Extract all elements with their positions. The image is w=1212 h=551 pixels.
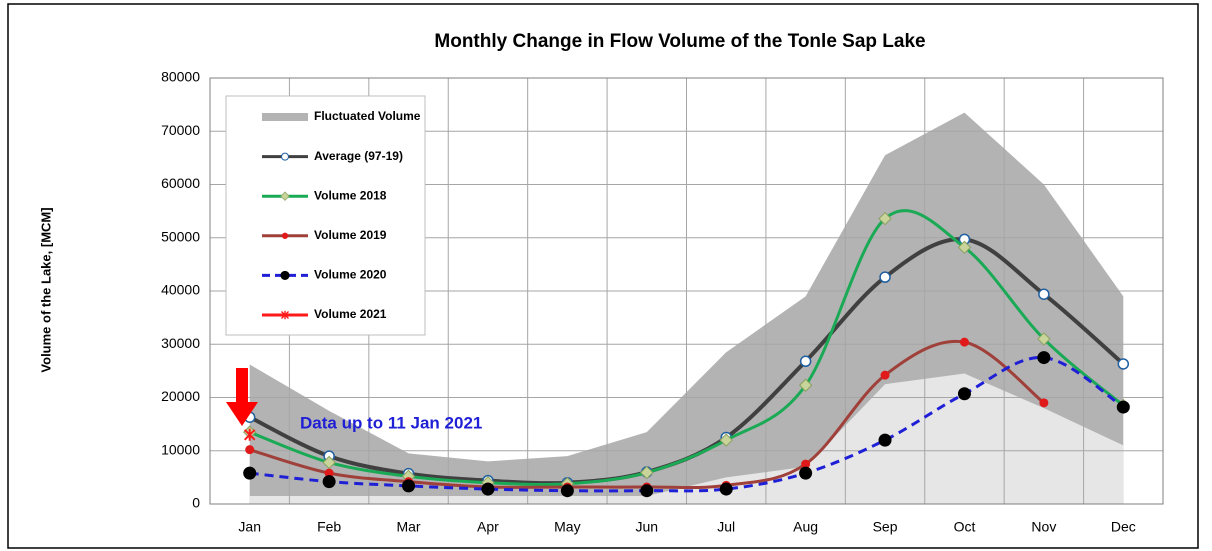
legend-label: Volume 2021 xyxy=(314,307,387,321)
marker xyxy=(878,211,892,226)
y-tick-label: 40000 xyxy=(161,282,200,298)
marker xyxy=(798,378,813,392)
x-tick-label: Sep xyxy=(873,519,898,535)
marker xyxy=(719,433,733,447)
x-tick-label: Mar xyxy=(396,519,420,535)
x-tick-label: Aug xyxy=(793,519,818,535)
annotation: Data up to 11 Jan 2021 xyxy=(300,413,482,432)
marker xyxy=(640,484,654,498)
marker xyxy=(322,455,336,470)
legend-box xyxy=(225,95,426,336)
series-line xyxy=(249,356,1125,493)
marker xyxy=(324,468,334,478)
y-tick-label: 0 xyxy=(192,495,200,511)
arrow xyxy=(226,368,258,426)
marker xyxy=(481,482,495,496)
marker xyxy=(640,465,654,480)
y-tick-label: 60000 xyxy=(161,175,200,191)
legend-label: Average (97-19) xyxy=(314,149,403,163)
marker xyxy=(957,387,971,401)
y-tick-label: 30000 xyxy=(161,335,200,351)
legend-label: Fluctuated Volume xyxy=(314,109,421,123)
x-tick-label: Nov xyxy=(1031,519,1056,535)
marker xyxy=(1037,351,1051,365)
x-tick-label: Jan xyxy=(238,519,261,535)
marker xyxy=(280,152,290,161)
band-area xyxy=(249,373,1124,504)
x-tick-label: Apr xyxy=(477,519,499,535)
marker xyxy=(1038,288,1050,300)
y-tick-label: 10000 xyxy=(161,441,200,457)
marker xyxy=(719,482,733,496)
y-tick-label: 70000 xyxy=(161,122,200,138)
marker xyxy=(280,191,290,201)
marker xyxy=(801,459,811,469)
y-tick-label: 50000 xyxy=(161,228,200,244)
marker xyxy=(1037,332,1051,346)
marker xyxy=(280,270,290,280)
marker xyxy=(799,466,813,480)
marker xyxy=(880,370,890,380)
legend-label: Volume 2020 xyxy=(314,268,387,282)
marker xyxy=(244,428,256,441)
marker xyxy=(879,271,891,283)
marker xyxy=(959,337,969,347)
legend-label: Volume 2019 xyxy=(314,228,387,242)
x-tick-label: Feb xyxy=(317,519,341,535)
x-tick-label: Jun xyxy=(636,519,659,535)
marker xyxy=(1116,400,1130,414)
plot-border xyxy=(209,77,1164,505)
marker xyxy=(878,433,892,447)
marker xyxy=(281,310,289,320)
marker xyxy=(402,479,416,493)
marker xyxy=(243,466,257,480)
chart-title: Monthly Change in Flow Volume of the Ton… xyxy=(434,31,925,52)
marker xyxy=(799,355,812,368)
marker xyxy=(245,445,255,455)
marker xyxy=(957,240,972,255)
x-tick-label: May xyxy=(554,519,580,535)
marker xyxy=(560,484,574,498)
series-line xyxy=(249,339,1045,490)
legend-label: Volume 2018 xyxy=(314,188,387,202)
legend: Fluctuated Volume Average (97-19) Volume 2… xyxy=(225,95,426,336)
marker xyxy=(1039,398,1049,408)
x-tick-label: Dec xyxy=(1111,519,1136,535)
x-tick-label: Jul xyxy=(717,519,735,535)
y-tick-label: 80000 xyxy=(161,69,200,85)
x-tick-label: Oct xyxy=(954,519,976,535)
marker xyxy=(281,232,289,239)
y-tick-label: 20000 xyxy=(161,388,200,404)
marker xyxy=(322,475,336,489)
y-axis-label: Volume of the Lake, [MCM] xyxy=(38,207,53,372)
marker xyxy=(1117,358,1130,370)
